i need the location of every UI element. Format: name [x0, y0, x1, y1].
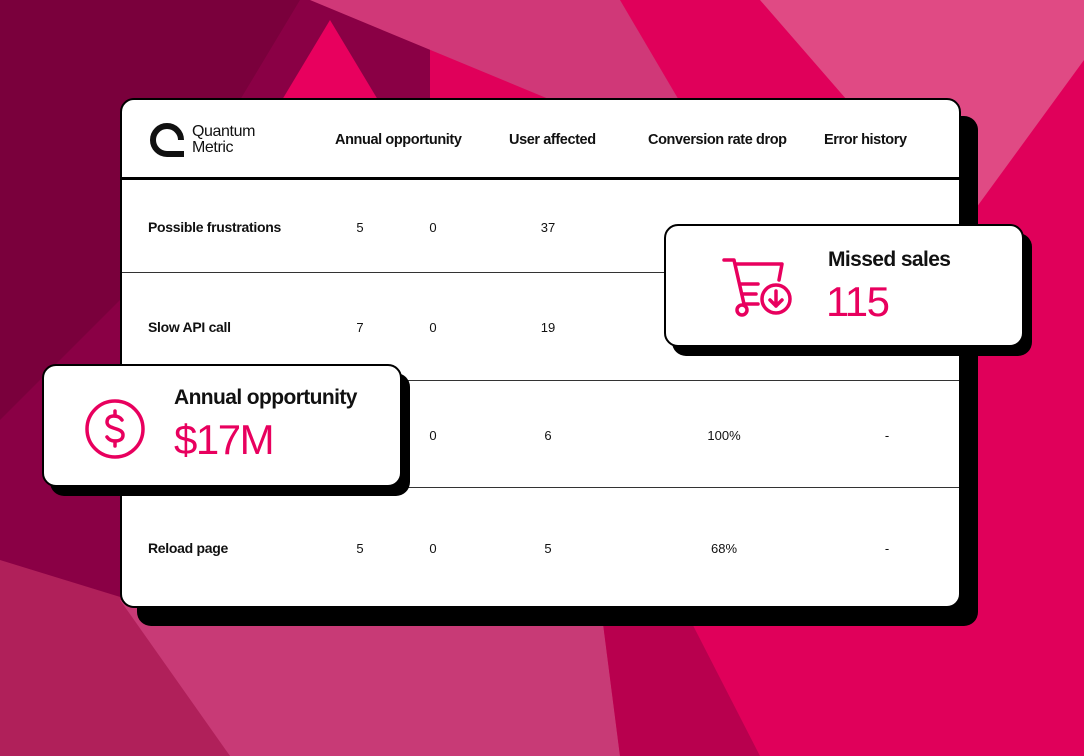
annual-opportunity-card: Annual opportunity $17M [42, 364, 402, 487]
cell-b: 0 [429, 320, 437, 335]
logo-icon [150, 123, 184, 157]
cell-e: - [884, 541, 890, 556]
cell-e: - [884, 427, 890, 443]
quantum-metric-logo: Quantum Metric [148, 122, 255, 158]
column-user-affected[interactable]: User affected [509, 132, 596, 148]
row-label: Possible frustrations [148, 218, 281, 235]
row-label: Slow API call [148, 319, 231, 335]
table-header: Quantum Metric Annual opportunity User af… [122, 100, 959, 180]
cell-b: 0 [429, 541, 437, 556]
table-row[interactable]: 0 6 100% - [122, 381, 959, 488]
cell-c: 6 [544, 427, 552, 443]
cart-download-icon [722, 258, 792, 317]
cell-d: 100% [707, 427, 741, 443]
missed-sales-title: Missed sales [828, 248, 951, 271]
cell-c: 19 [540, 320, 556, 335]
missed-sales-card: Missed sales 115 [664, 224, 1024, 347]
column-conversion-rate-drop[interactable]: Conversion rate drop [648, 132, 787, 148]
missed-sales-value: 115 [826, 278, 890, 325]
cell-b: 0 [429, 219, 437, 235]
brand-name-2: Metric [192, 139, 234, 156]
annual-opportunity-title: Annual opportunity [174, 386, 357, 409]
column-error-history[interactable]: Error history [824, 132, 907, 148]
cell-a: 5 [356, 541, 364, 556]
cell-c: 37 [540, 219, 556, 235]
annual-opportunity-value: $17M [174, 416, 275, 463]
cell-a: 7 [356, 320, 364, 335]
table-row[interactable]: Slow API call 7 0 19 [122, 273, 959, 381]
row-label: Reload page [148, 540, 228, 556]
cell-d: 68% [710, 541, 738, 556]
cell-a: 5 [356, 219, 364, 235]
dollar-circle-icon [85, 399, 145, 459]
table-row[interactable]: Possible frustrations 5 0 37 [122, 180, 959, 273]
cell-b: 0 [429, 427, 437, 443]
table-row[interactable]: Reload page 5 0 5 68% - [122, 488, 959, 608]
cell-c: 5 [544, 541, 552, 556]
column-annual-opportunity[interactable]: Annual opportunity [335, 132, 462, 148]
brand-name-1: Quantum [192, 123, 256, 140]
